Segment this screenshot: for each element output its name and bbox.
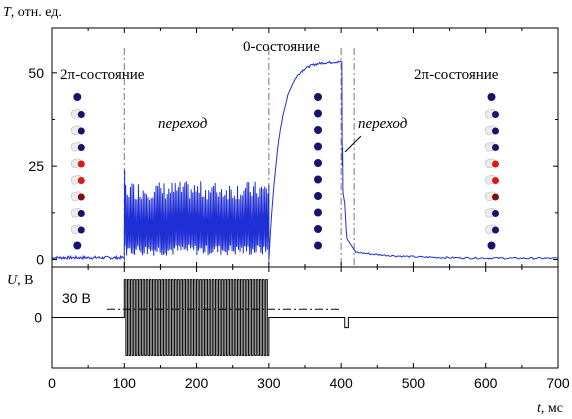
molecule-tip bbox=[77, 127, 85, 135]
top-y-tick-label: 0 bbox=[36, 252, 44, 268]
top-chart-panel: 0 25 50 2π-состояние переход 0-состояние пере… bbox=[3, 5, 559, 268]
state-annotation-label: переход bbox=[358, 116, 408, 132]
molecule-dot bbox=[314, 192, 323, 200]
top-y-ticks: 0 25 50 bbox=[28, 65, 558, 268]
molecule-rod bbox=[314, 208, 323, 217]
bottom-chart-panel: 30 В 0 0 100 200 300 400 500 600 700 U, В t, мс bbox=[7, 266, 570, 416]
molecule-rod bbox=[485, 125, 499, 136]
molecule-rod bbox=[70, 108, 85, 119]
state-annotations: 2π-состояние переход 0-состояние переход 2π-… bbox=[60, 39, 499, 132]
molecule-rod bbox=[314, 109, 323, 118]
state-annotation-label: переход bbox=[158, 116, 208, 132]
molecule-dot bbox=[314, 175, 323, 184]
molecule-rod bbox=[487, 241, 496, 250]
molecule-tip bbox=[77, 193, 85, 201]
molecule-dot bbox=[314, 109, 323, 118]
molecule-tip bbox=[491, 160, 499, 168]
voltage-level-label: 30 В bbox=[62, 290, 91, 306]
transmission-series-line bbox=[51, 60, 559, 261]
molecule-tip bbox=[491, 111, 499, 118]
x-tick-label: 400 bbox=[329, 375, 353, 391]
molecule-tip bbox=[491, 177, 499, 184]
molecule-rod bbox=[314, 175, 323, 184]
molecule-rod bbox=[314, 126, 323, 134]
molecule-rod bbox=[70, 158, 85, 169]
molecule-rod bbox=[485, 224, 499, 235]
bottom-y-ticks: 0 bbox=[34, 310, 558, 326]
molecule-dot bbox=[314, 225, 323, 233]
molecule-tip bbox=[77, 226, 85, 234]
molecule-rod bbox=[314, 192, 323, 200]
molecule-rod bbox=[314, 159, 323, 167]
x-tick-label: 600 bbox=[474, 375, 498, 391]
molecule-rod bbox=[73, 241, 82, 250]
molecule-tip bbox=[491, 127, 499, 135]
x-tick-label: 500 bbox=[402, 375, 426, 391]
molecule-dot bbox=[73, 241, 82, 250]
molecule-rod bbox=[485, 174, 499, 185]
top-y-tick-label: 25 bbox=[28, 158, 44, 174]
molecule-dot bbox=[487, 93, 496, 101]
bottom-y-axis-label: U, В bbox=[7, 273, 33, 288]
molecule-tip bbox=[77, 177, 85, 184]
x-tick-label: 700 bbox=[546, 375, 570, 391]
molecule-rod bbox=[487, 93, 496, 101]
top-y-axis-label: T, отн. ед. bbox=[3, 5, 62, 20]
molecule-dot bbox=[314, 142, 323, 151]
molecule-columns bbox=[70, 93, 499, 250]
molecule-tip bbox=[77, 111, 85, 118]
molecule-rod bbox=[314, 142, 323, 151]
molecule-rod bbox=[70, 174, 85, 185]
molecule-dot bbox=[314, 126, 323, 134]
voltage-series-line bbox=[52, 279, 558, 356]
x-tick-label: 200 bbox=[185, 375, 209, 391]
molecule-dot bbox=[314, 93, 323, 101]
molecule-rod bbox=[485, 108, 499, 119]
molecule-rod bbox=[485, 158, 499, 169]
molecule-tip bbox=[77, 144, 85, 151]
molecule-tip bbox=[491, 226, 499, 234]
molecule-rod bbox=[485, 191, 499, 202]
state-annotation-label: 2π-состояние bbox=[60, 67, 145, 83]
molecule-rod bbox=[314, 93, 323, 101]
molecule-rod bbox=[70, 207, 85, 218]
molecule-rod bbox=[70, 141, 85, 152]
x-axis-label: t, мс bbox=[537, 401, 563, 416]
top-y-tick-label: 50 bbox=[28, 65, 44, 81]
molecule-rod bbox=[485, 141, 499, 152]
molecule-tip bbox=[491, 193, 499, 201]
molecule-rod bbox=[70, 125, 85, 136]
x-tick-label: 300 bbox=[257, 375, 281, 391]
x-tick-label: 0 bbox=[48, 375, 56, 391]
bottom-y-tick-label: 0 bbox=[34, 310, 42, 326]
x-tick-label: 100 bbox=[113, 375, 137, 391]
molecule-rod bbox=[314, 225, 323, 233]
molecule-tip bbox=[491, 144, 499, 151]
state-annotation-label: 0-состояние bbox=[243, 39, 320, 55]
molecule-tip bbox=[491, 210, 499, 217]
molecule-dot bbox=[314, 241, 323, 250]
state-annotation-label: 2π-состояние bbox=[414, 67, 499, 83]
molecule-rod bbox=[314, 241, 323, 250]
transition-leader-line bbox=[344, 135, 362, 153]
molecule-tip bbox=[77, 160, 85, 168]
molecule-dot bbox=[73, 93, 82, 101]
molecule-rod bbox=[73, 93, 82, 101]
molecule-dot bbox=[487, 241, 496, 250]
molecule-rod bbox=[70, 224, 85, 235]
bottom-x-ticks: 0 100 200 300 400 500 600 700 bbox=[48, 267, 570, 391]
molecule-dot bbox=[314, 208, 323, 217]
molecule-rod bbox=[485, 207, 499, 218]
molecule-tip bbox=[77, 210, 85, 217]
molecule-dot bbox=[314, 159, 323, 167]
molecule-rod bbox=[70, 191, 85, 202]
